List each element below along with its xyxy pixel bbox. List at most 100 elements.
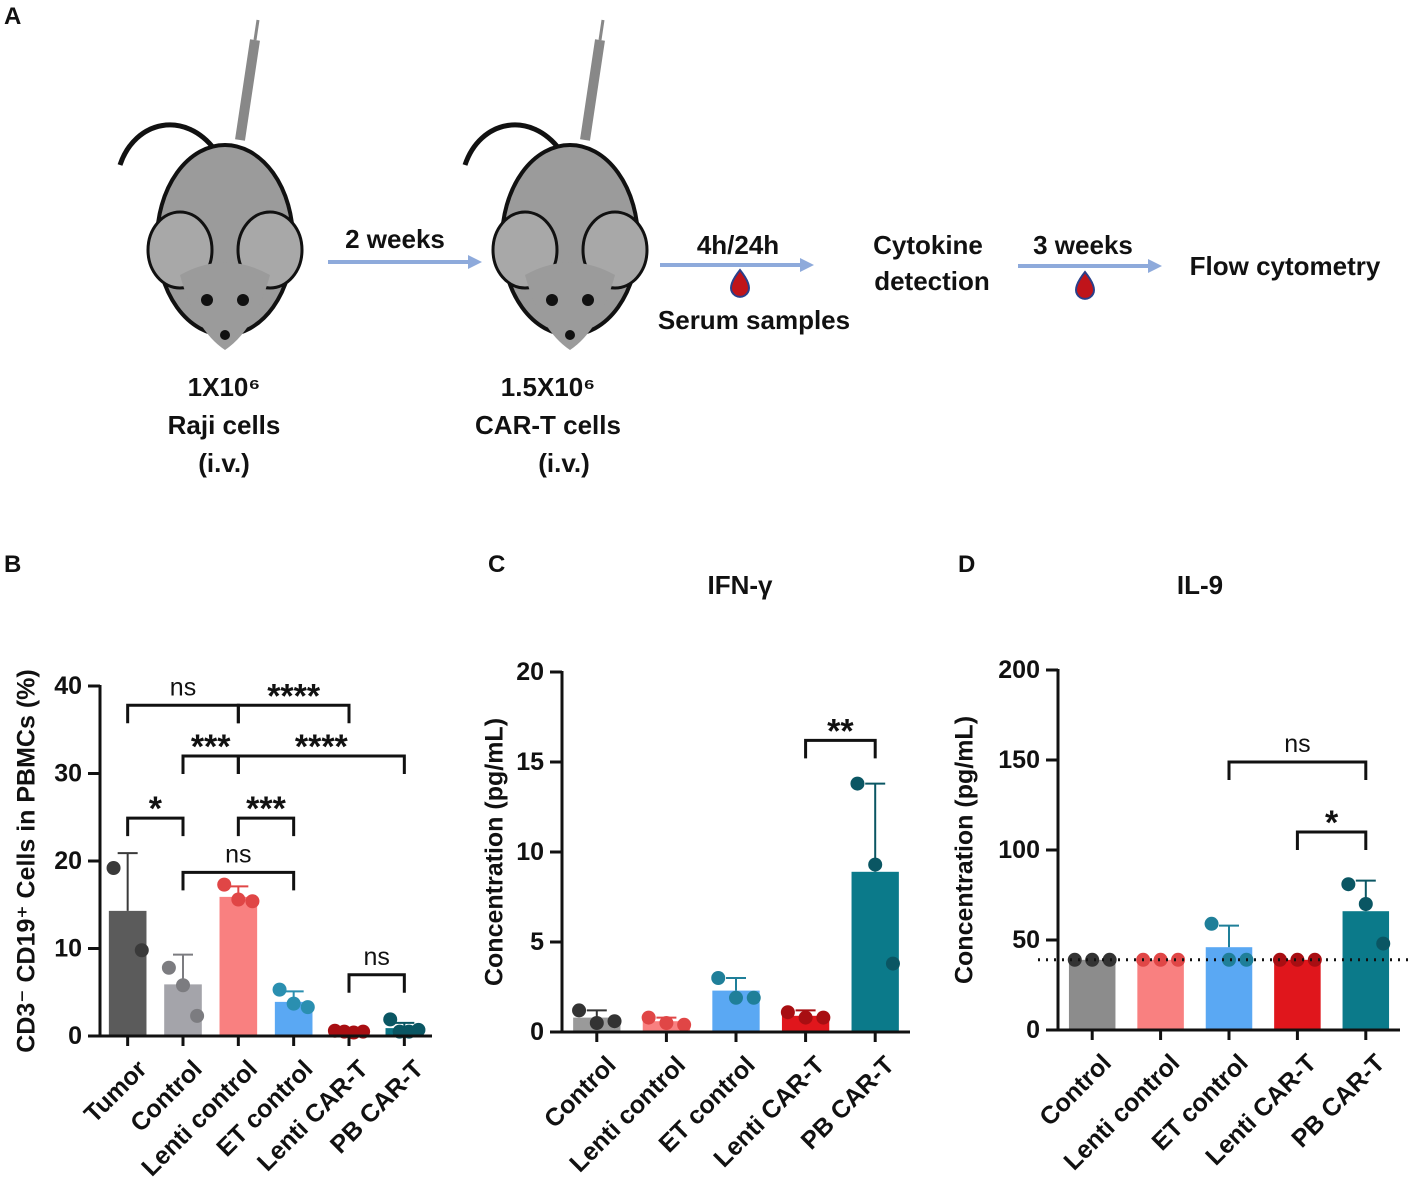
mouse-label: (i.v.)	[538, 448, 590, 478]
bar	[851, 871, 899, 1032]
panel-label: D	[958, 551, 975, 578]
data-point	[641, 1010, 656, 1025]
bar	[1342, 911, 1390, 1030]
significance-label: ****	[267, 677, 321, 715]
significance-label: ns	[363, 943, 389, 971]
bar	[1068, 959, 1116, 1030]
y-tick-label: 0	[530, 1018, 544, 1046]
y-axis-label: CD3⁻ CD19⁺ Cells in PBMCs (%)	[13, 669, 41, 1052]
data-point	[1341, 877, 1356, 892]
significance-bracket	[126, 816, 185, 837]
data-point	[1067, 952, 1082, 967]
y-tick-label: 150	[998, 746, 1040, 774]
mouse	[462, 19, 649, 350]
blood-drop	[730, 268, 750, 298]
significance-label: ****	[295, 728, 349, 766]
significance-bracket	[236, 816, 296, 837]
data-point	[134, 943, 149, 958]
y-tick-label: 0	[68, 1022, 82, 1050]
y-axis-label: Concentration (pg/mL)	[951, 716, 979, 984]
y-tick-label: 10	[516, 838, 544, 866]
bar	[219, 896, 258, 1036]
data-point	[217, 877, 232, 892]
data-point	[1376, 936, 1391, 951]
mouse	[117, 19, 304, 350]
data-point	[190, 1008, 205, 1023]
bar	[1274, 959, 1321, 1030]
significance-bracket	[236, 754, 406, 774]
data-point	[272, 982, 287, 997]
significance-bracket	[236, 703, 351, 724]
data-point	[1102, 952, 1117, 967]
y-tick-label: 100	[998, 836, 1040, 864]
data-point	[411, 1022, 426, 1037]
data-point	[659, 1016, 674, 1030]
step-label: 2 weeks	[345, 224, 445, 254]
significance-bracket	[1227, 760, 1368, 780]
data-point	[161, 960, 176, 975]
bar	[1137, 959, 1184, 1030]
y-tick-label: 20	[516, 658, 544, 686]
data-point	[589, 1016, 604, 1030]
y-tick-label: 40	[54, 672, 82, 700]
data-point	[746, 990, 761, 1005]
y-tick-label: 5	[530, 928, 544, 956]
significance-bracket	[181, 870, 296, 891]
data-point	[245, 894, 260, 909]
data-point	[383, 1012, 398, 1027]
y-tick-label: 15	[516, 748, 544, 776]
significance-bracket	[126, 703, 240, 724]
arrow	[328, 255, 1162, 273]
data-point	[176, 978, 190, 993]
y-tick-label: 200	[998, 656, 1040, 684]
data-point	[572, 1003, 587, 1018]
data-point	[816, 1010, 831, 1025]
data-point	[1204, 916, 1219, 931]
significance-label: ***	[246, 790, 286, 828]
significance-bracket	[804, 738, 877, 759]
mouse-label: (i.v.)	[198, 448, 250, 478]
step-label: 4h/24h	[697, 230, 779, 260]
mouse-label: Raji cells	[168, 410, 281, 440]
data-point	[780, 1005, 795, 1020]
data-point	[231, 892, 246, 907]
stage-label: Flow cytometry	[1190, 251, 1381, 281]
significance-label: *	[149, 790, 163, 828]
chart-title: IL-9	[1177, 570, 1223, 600]
y-tick-label: 50	[1012, 926, 1040, 954]
data-point	[1307, 952, 1322, 967]
significance-label: ns	[225, 840, 251, 868]
data-point	[1171, 952, 1186, 967]
stage-label: Cytokine	[873, 230, 983, 260]
significance-label: **	[827, 712, 854, 750]
data-point	[850, 776, 865, 791]
data-point	[885, 956, 900, 971]
data-point	[798, 1010, 813, 1025]
data-point	[300, 1000, 315, 1015]
bar	[108, 910, 147, 1036]
data-point	[607, 1014, 622, 1029]
data-point	[677, 1017, 692, 1032]
panel-a: A 1X10⁶ Raji cells (i.v.) 1.5X10⁶ CAR-T …	[4, 3, 1381, 478]
significance-label: ns	[170, 673, 196, 701]
data-point	[1085, 952, 1100, 967]
panel-label: A	[4, 3, 21, 30]
stage-label: detection	[874, 266, 990, 296]
step-label: Serum samples	[658, 305, 850, 335]
mouse-label: CAR-T cells	[475, 410, 621, 440]
data-point	[868, 857, 883, 872]
data-point	[1290, 952, 1305, 967]
significance-bracket	[347, 973, 406, 993]
mouse-label: 1.5X10⁶	[501, 372, 595, 402]
data-point	[106, 861, 121, 875]
significance-bracket	[1295, 830, 1368, 850]
y-axis-label: Concentration (pg/mL)	[481, 718, 509, 986]
data-point	[711, 971, 726, 985]
panel-label: B	[4, 551, 21, 578]
y-tick-label: 0	[1026, 1016, 1040, 1044]
significance-label: ***	[191, 728, 231, 766]
blood-drop	[1075, 270, 1095, 300]
y-tick-label: 10	[54, 935, 82, 963]
significance-label: ns	[1284, 730, 1310, 758]
